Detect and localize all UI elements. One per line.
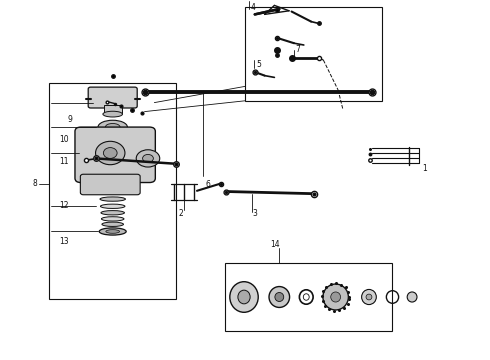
FancyBboxPatch shape: [75, 127, 155, 183]
Ellipse shape: [407, 292, 417, 302]
Ellipse shape: [362, 289, 376, 305]
Ellipse shape: [323, 284, 348, 310]
Text: 4: 4: [251, 4, 256, 13]
Text: 12: 12: [59, 202, 69, 210]
Ellipse shape: [102, 222, 123, 226]
Text: 6: 6: [206, 180, 211, 189]
Ellipse shape: [98, 120, 127, 134]
Text: 3: 3: [252, 209, 257, 217]
Ellipse shape: [103, 111, 122, 117]
Ellipse shape: [96, 141, 125, 165]
Ellipse shape: [100, 197, 125, 201]
Ellipse shape: [101, 211, 124, 215]
Ellipse shape: [331, 292, 341, 302]
Ellipse shape: [269, 287, 290, 307]
Text: 9: 9: [68, 115, 73, 124]
Ellipse shape: [275, 292, 284, 302]
FancyBboxPatch shape: [80, 174, 140, 195]
Bar: [245, 7, 382, 101]
Ellipse shape: [99, 228, 126, 235]
Ellipse shape: [136, 150, 160, 167]
Ellipse shape: [106, 230, 120, 233]
Bar: [104, 105, 122, 113]
Ellipse shape: [366, 294, 372, 300]
Text: 13: 13: [59, 238, 69, 247]
Ellipse shape: [100, 204, 125, 208]
Text: 8: 8: [33, 179, 38, 188]
Text: 2: 2: [179, 209, 184, 217]
Ellipse shape: [103, 148, 117, 158]
Ellipse shape: [230, 282, 258, 312]
Bar: [225, 263, 392, 331]
Text: 5: 5: [256, 60, 261, 69]
Bar: [49, 83, 176, 299]
Text: 7: 7: [295, 45, 300, 54]
Ellipse shape: [143, 154, 153, 162]
Text: 14: 14: [270, 240, 280, 249]
Text: 1: 1: [422, 164, 427, 173]
Ellipse shape: [105, 123, 120, 131]
FancyBboxPatch shape: [88, 87, 137, 108]
Ellipse shape: [101, 217, 124, 221]
Text: 11: 11: [59, 157, 69, 166]
Text: 10: 10: [59, 135, 69, 144]
Ellipse shape: [238, 290, 250, 304]
